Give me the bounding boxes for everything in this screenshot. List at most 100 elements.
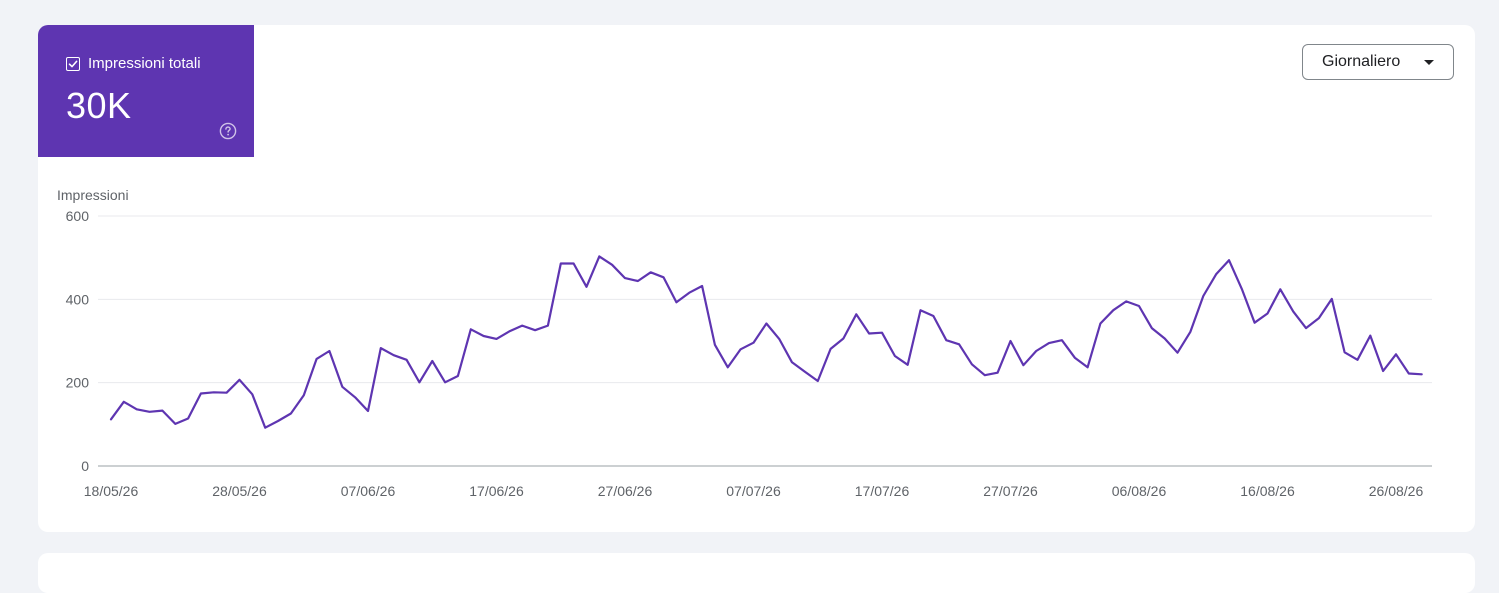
data-point[interactable]: [865, 330, 873, 338]
data-point[interactable]: [1007, 337, 1015, 345]
data-point[interactable]: [1199, 292, 1207, 300]
period-dropdown[interactable]: Giornaliero: [1302, 44, 1454, 80]
total-impressions-tile[interactable]: Impressioni totali 30K: [38, 25, 254, 157]
data-point[interactable]: [672, 298, 680, 306]
data-point[interactable]: [583, 283, 591, 291]
data-point[interactable]: [158, 407, 166, 415]
data-point[interactable]: [1109, 306, 1117, 314]
data-point[interactable]: [1289, 307, 1297, 315]
data-point[interactable]: [1148, 324, 1156, 332]
data-point[interactable]: [1084, 363, 1092, 371]
data-point[interactable]: [223, 389, 231, 397]
data-point[interactable]: [775, 335, 783, 343]
data-point[interactable]: [1212, 270, 1220, 278]
data-point[interactable]: [1186, 328, 1194, 336]
help-circle-icon[interactable]: [219, 122, 237, 140]
data-point[interactable]: [338, 383, 346, 391]
data-point[interactable]: [788, 358, 796, 366]
data-point[interactable]: [1174, 349, 1182, 357]
data-point[interactable]: [1392, 350, 1400, 358]
data-point[interactable]: [441, 378, 449, 386]
data-point[interactable]: [1328, 295, 1336, 303]
data-point[interactable]: [107, 415, 115, 423]
data-point[interactable]: [878, 329, 886, 337]
data-point[interactable]: [904, 361, 912, 369]
data-point[interactable]: [1058, 336, 1066, 344]
data-point[interactable]: [1315, 314, 1323, 322]
data-point[interactable]: [505, 327, 513, 335]
data-point[interactable]: [351, 393, 359, 401]
data-point[interactable]: [1405, 370, 1413, 378]
data-point[interactable]: [1045, 339, 1053, 347]
data-point[interactable]: [1225, 256, 1233, 264]
data-point[interactable]: [621, 274, 629, 282]
data-point[interactable]: [1251, 319, 1259, 327]
data-point[interactable]: [1302, 324, 1310, 332]
data-point[interactable]: [750, 339, 758, 347]
data-point[interactable]: [737, 345, 745, 353]
data-point[interactable]: [981, 371, 989, 379]
data-point[interactable]: [570, 260, 578, 268]
data-point[interactable]: [300, 391, 308, 399]
data-point[interactable]: [377, 344, 385, 352]
data-point[interactable]: [762, 320, 770, 328]
data-point[interactable]: [1032, 347, 1040, 355]
data-point[interactable]: [493, 335, 501, 343]
data-point[interactable]: [480, 332, 488, 340]
data-point[interactable]: [146, 408, 154, 416]
data-point[interactable]: [210, 388, 218, 396]
data-point[interactable]: [390, 351, 398, 359]
data-point[interactable]: [274, 417, 282, 425]
data-point[interactable]: [236, 376, 244, 384]
data-point[interactable]: [544, 322, 552, 330]
data-point[interactable]: [608, 261, 616, 269]
data-point[interactable]: [685, 289, 693, 297]
data-point[interactable]: [325, 347, 333, 355]
data-point[interactable]: [531, 326, 539, 334]
data-point[interactable]: [711, 341, 719, 349]
data-point[interactable]: [415, 378, 423, 386]
data-point[interactable]: [994, 369, 1002, 377]
data-point[interactable]: [1071, 354, 1079, 362]
data-point[interactable]: [839, 335, 847, 343]
data-point[interactable]: [595, 252, 603, 260]
data-point[interactable]: [171, 420, 179, 428]
data-point[interactable]: [917, 306, 925, 314]
data-point[interactable]: [364, 407, 372, 415]
data-point[interactable]: [955, 340, 963, 348]
data-point[interactable]: [1019, 361, 1027, 369]
data-point[interactable]: [1122, 297, 1130, 305]
data-point[interactable]: [942, 336, 950, 344]
data-point[interactable]: [801, 368, 809, 376]
data-point[interactable]: [929, 312, 937, 320]
data-point[interactable]: [852, 310, 860, 318]
data-point[interactable]: [1096, 320, 1104, 328]
data-point[interactable]: [1379, 367, 1387, 375]
data-point[interactable]: [968, 360, 976, 368]
data-point[interactable]: [120, 398, 128, 406]
data-point[interactable]: [1276, 285, 1284, 293]
data-point[interactable]: [428, 357, 436, 365]
data-point[interactable]: [184, 415, 192, 423]
data-point[interactable]: [698, 282, 706, 290]
data-point[interactable]: [647, 268, 655, 276]
data-point[interactable]: [197, 390, 205, 398]
data-point[interactable]: [891, 352, 899, 360]
data-point[interactable]: [313, 355, 321, 363]
data-point[interactable]: [1161, 335, 1169, 343]
data-point[interactable]: [557, 260, 565, 268]
data-point[interactable]: [403, 356, 411, 364]
data-point[interactable]: [454, 372, 462, 380]
data-point[interactable]: [287, 410, 295, 418]
data-point[interactable]: [724, 363, 732, 371]
data-point[interactable]: [1238, 285, 1246, 293]
data-point[interactable]: [1418, 370, 1426, 378]
data-point[interactable]: [660, 273, 668, 281]
data-point[interactable]: [248, 390, 256, 398]
data-point[interactable]: [518, 322, 526, 330]
data-point[interactable]: [467, 325, 475, 333]
data-point[interactable]: [1135, 302, 1143, 310]
data-point[interactable]: [634, 277, 642, 285]
data-point[interactable]: [1341, 348, 1349, 356]
data-point[interactable]: [1264, 310, 1272, 318]
